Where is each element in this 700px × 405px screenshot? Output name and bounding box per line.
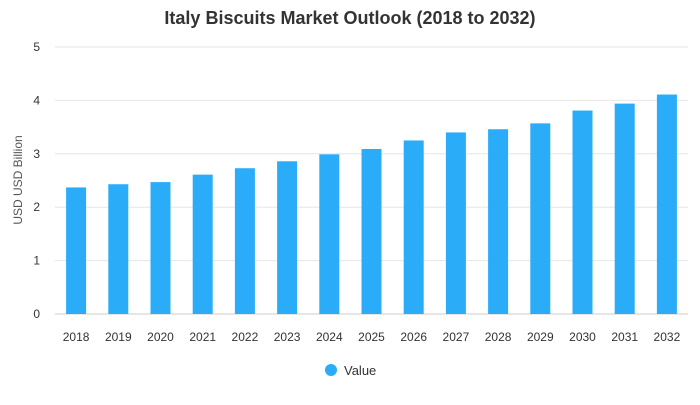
bar-2031[interactable]	[614, 103, 635, 314]
bar-2026[interactable]	[403, 140, 424, 314]
chart-title: Italy Biscuits Market Outlook (2018 to 2…	[164, 8, 536, 28]
x-tick-label: 2023	[274, 330, 301, 344]
x-tick-label: 2029	[527, 330, 554, 344]
bar-2028[interactable]	[488, 129, 509, 314]
bar-2022[interactable]	[234, 168, 255, 314]
legend-marker-value	[325, 364, 337, 376]
x-tick-label: 2030	[569, 330, 596, 344]
x-tick-label: 2018	[63, 330, 90, 344]
y-tick-label: 2	[33, 200, 40, 214]
bar-2019[interactable]	[108, 184, 129, 314]
bar-2027[interactable]	[445, 132, 466, 314]
legend-label-value: Value	[344, 363, 376, 378]
bar-2023[interactable]	[277, 161, 298, 314]
legend[interactable]: Value	[325, 363, 376, 378]
y-tick-label: 3	[33, 147, 40, 161]
bar-2021[interactable]	[192, 174, 213, 314]
x-tick-label: 2024	[316, 330, 343, 344]
bar-2024[interactable]	[319, 154, 340, 314]
x-tick-label: 2022	[232, 330, 259, 344]
x-tick-label: 2027	[443, 330, 470, 344]
bar-2025[interactable]	[361, 148, 382, 314]
y-axis-label: USD USD Billion	[11, 135, 25, 224]
x-tick-label: 2019	[105, 330, 132, 344]
x-tick-label: 2026	[400, 330, 427, 344]
bar-2030[interactable]	[572, 110, 593, 315]
x-tick-label: 2021	[189, 330, 216, 344]
tick-labels: 0 1 2 3 4 5 2018 2019 2020 2021 2022 2023 2024 2025 20…	[33, 40, 680, 344]
y-tick-label: 1	[33, 254, 40, 268]
x-tick-label: 2031	[611, 330, 638, 344]
bars	[66, 94, 677, 315]
bar-2020[interactable]	[150, 182, 171, 314]
x-tick-label: 2032	[654, 330, 681, 344]
bar-2032[interactable]	[656, 94, 677, 314]
y-tick-label: 0	[33, 307, 40, 321]
y-tick-label: 5	[33, 40, 40, 54]
x-tick-label: 2028	[485, 330, 512, 344]
bar-2029[interactable]	[530, 123, 551, 314]
bar-2018[interactable]	[66, 187, 87, 314]
x-tick-label: 2025	[358, 330, 385, 344]
y-tick-label: 4	[33, 93, 40, 107]
x-tick-label: 2020	[147, 330, 174, 344]
